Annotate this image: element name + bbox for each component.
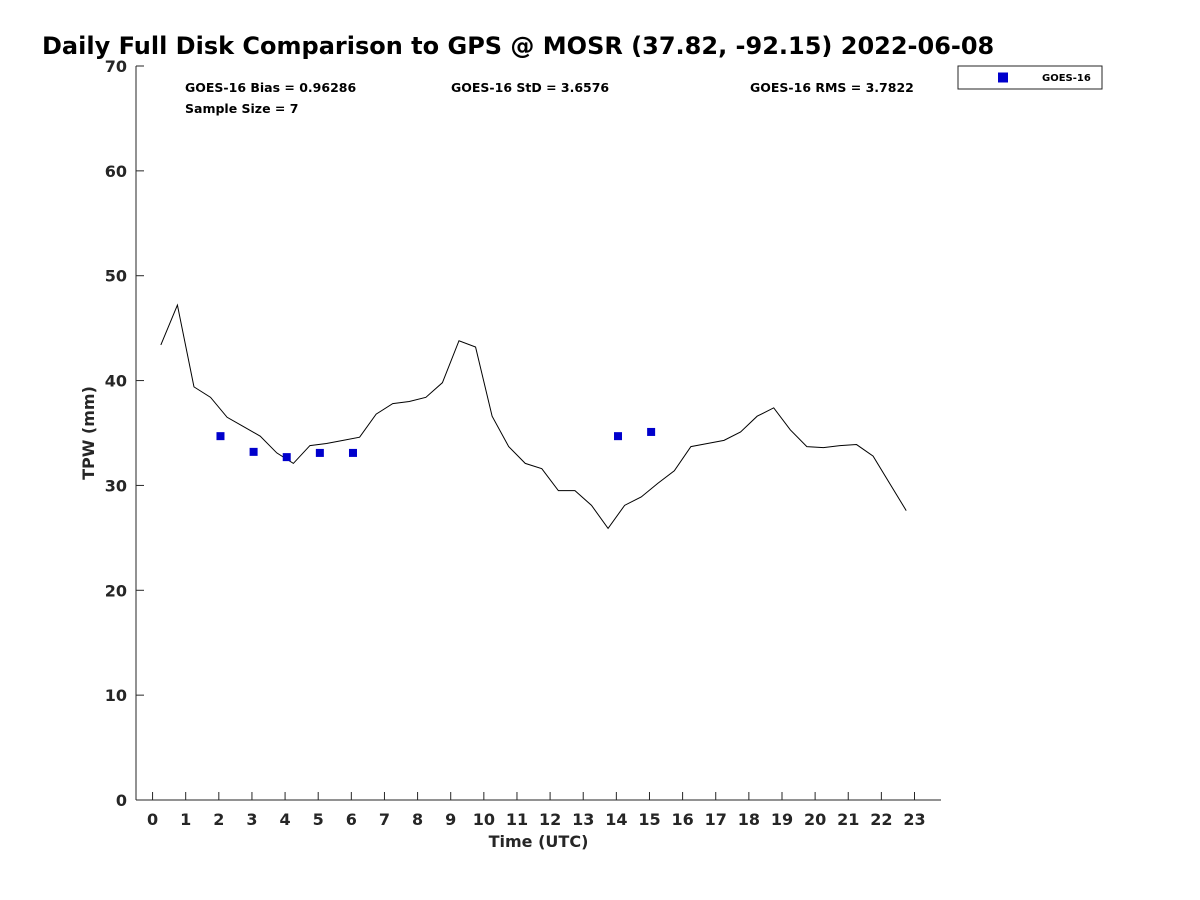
x-tick-label: 20 [804, 810, 826, 829]
stat-rms: GOES-16 RMS = 3.7822 [750, 80, 914, 95]
stat-sample-size: Sample Size = 7 [185, 101, 298, 116]
x-tick-label: 11 [506, 810, 528, 829]
x-tick-label: 7 [379, 810, 390, 829]
x-tick-label: 5 [313, 810, 324, 829]
x-tick-label: 12 [539, 810, 561, 829]
x-tick-label: 2 [213, 810, 224, 829]
x-tick-label: 8 [412, 810, 423, 829]
goes16-point [348, 448, 357, 457]
x-tick-label: 19 [771, 810, 793, 829]
goes16-point [315, 448, 324, 457]
y-tick-label: 60 [105, 162, 127, 181]
legend-label-goes16: GOES-16 [1042, 73, 1091, 84]
goes16-point [647, 427, 656, 436]
x-tick-label: 10 [473, 810, 495, 829]
y-tick-label: 20 [105, 581, 127, 600]
y-tick-label: 10 [105, 686, 127, 705]
y-tick-label: 40 [105, 372, 127, 391]
y-tick-label: 30 [105, 476, 127, 495]
x-tick-label: 17 [705, 810, 727, 829]
x-tick-label: 23 [903, 810, 925, 829]
stat-bias: GOES-16 Bias = 0.96286 [185, 80, 356, 95]
x-tick-label: 16 [671, 810, 693, 829]
series-layer [160, 303, 907, 530]
goes16-point [614, 432, 623, 441]
gps-series-line [160, 303, 907, 530]
x-tick-label: 18 [738, 810, 760, 829]
x-tick-label: 1 [180, 810, 191, 829]
y-tick-label: 70 [105, 57, 127, 76]
x-tick-label: 14 [605, 810, 627, 829]
y-tick-label: 50 [105, 267, 127, 286]
x-tick-label: 3 [246, 810, 257, 829]
goes16-point [249, 447, 258, 456]
x-tick-label: 15 [638, 810, 660, 829]
goes16-point [216, 432, 225, 441]
x-axis-label: Time (UTC) [489, 832, 589, 851]
goes16-point [282, 453, 291, 462]
legend-marker-goes16 [998, 72, 1008, 83]
x-tick-label: 4 [280, 810, 291, 829]
x-tick-label: 6 [346, 810, 357, 829]
x-tick-label: 0 [147, 810, 158, 829]
x-tick-label: 9 [445, 810, 456, 829]
x-tick-label: 21 [837, 810, 859, 829]
x-tick-label: 22 [870, 810, 892, 829]
x-tick-label: 13 [572, 810, 594, 829]
legend-box [957, 65, 1103, 90]
y-tick-label: 0 [116, 791, 127, 810]
y-axis: 0 10 20 30 40 50 60 70 [105, 57, 144, 810]
x-axis: 0 1 2 3 4 5 6 7 8 9 10 11 12 13 14 15 16 17 18 19 20 21 22 23 [147, 792, 926, 829]
plot-frame [135, 66, 941, 801]
stat-std: GOES-16 StD = 3.6576 [451, 80, 609, 95]
y-axis-label: TPW (mm) [79, 386, 98, 480]
chart-title: Daily Full Disk Comparison to GPS @ MOSR… [42, 32, 994, 60]
legend: GOES-16 [957, 65, 1103, 90]
